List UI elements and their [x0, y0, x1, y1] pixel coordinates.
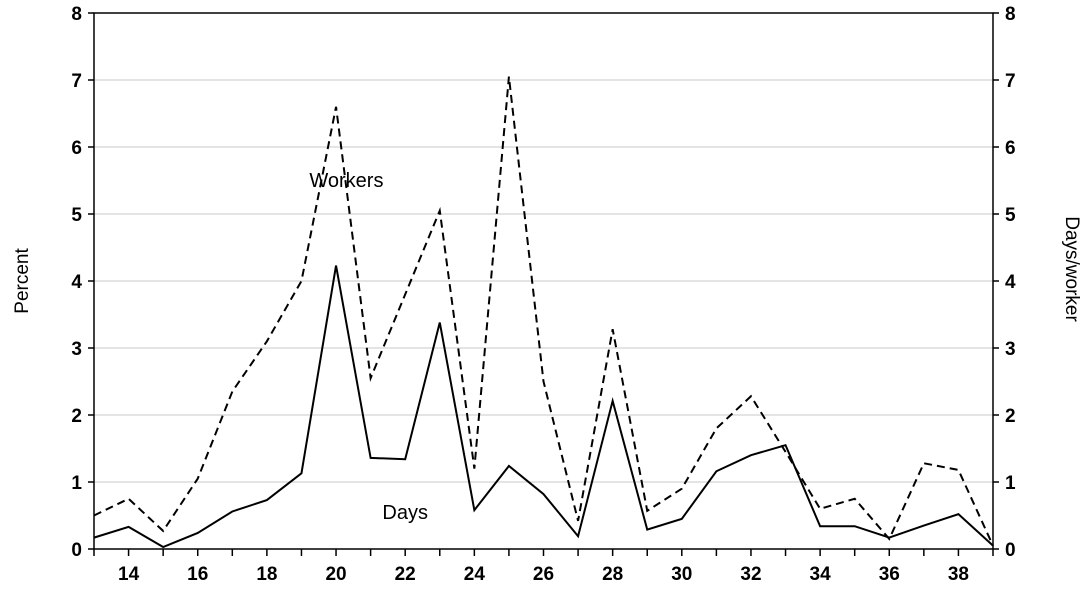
y-tick-label-left: 6 — [71, 138, 82, 159]
y-tick-label-right: 7 — [1005, 71, 1016, 92]
axis-ticks — [88, 12, 999, 556]
annotations: Workers Days — [309, 170, 428, 524]
y-tick-label-right: 6 — [1005, 138, 1016, 159]
y-tick-label-left: 3 — [71, 339, 82, 360]
y-tick-label-left: 5 — [71, 205, 82, 226]
x-tick-label: 32 — [740, 564, 761, 585]
x-tick-label: 38 — [948, 564, 969, 585]
x-tick-label: 16 — [187, 564, 208, 585]
y-tick-label-left: 8 — [71, 4, 82, 25]
y-tick-label-left: 1 — [71, 473, 82, 494]
x-tick-label: 18 — [256, 564, 277, 585]
x-tick-label: 20 — [325, 564, 346, 585]
x-tick-label: 28 — [602, 564, 623, 585]
y-tick-label-right: 8 — [1005, 4, 1016, 25]
x-tick-label: 34 — [810, 564, 832, 585]
y-tick-label-right: 5 — [1005, 205, 1016, 226]
y-tick-label-right: 4 — [1005, 272, 1016, 293]
y-tick-label-right: 1 — [1005, 473, 1016, 494]
x-tick-label: 24 — [464, 564, 486, 585]
y-tick-label-right: 2 — [1005, 406, 1016, 427]
series-line-workers — [93, 76, 994, 547]
x-tick-label: 26 — [533, 564, 554, 585]
tick-labels: 0 01 12 23 34 45 56 67 78 814 16 18 20 22 24 26 28 30 32 34… — [71, 4, 1016, 585]
series-line-days — [93, 265, 994, 549]
y-tick-label-left: 7 — [71, 71, 82, 92]
annotation-label: Days — [382, 502, 428, 524]
y-axis-label-right: Days/worker — [1061, 216, 1082, 322]
series-group — [93, 76, 994, 549]
y-tick-label-right: 0 — [1005, 540, 1016, 561]
x-tick-label: 22 — [395, 564, 416, 585]
y-tick-label-right: 3 — [1005, 339, 1016, 360]
annotation-label: Workers — [309, 170, 383, 192]
x-tick-label: 36 — [879, 564, 900, 585]
y-tick-label-left: 4 — [71, 272, 82, 293]
grid-lines — [94, 79, 993, 483]
y-tick-label-left: 2 — [71, 406, 82, 427]
y-axis-label-left: Percent — [12, 248, 33, 314]
x-tick-label: 30 — [671, 564, 692, 585]
y-tick-label-left: 0 — [71, 540, 82, 561]
x-tick-label: 14 — [118, 564, 140, 585]
